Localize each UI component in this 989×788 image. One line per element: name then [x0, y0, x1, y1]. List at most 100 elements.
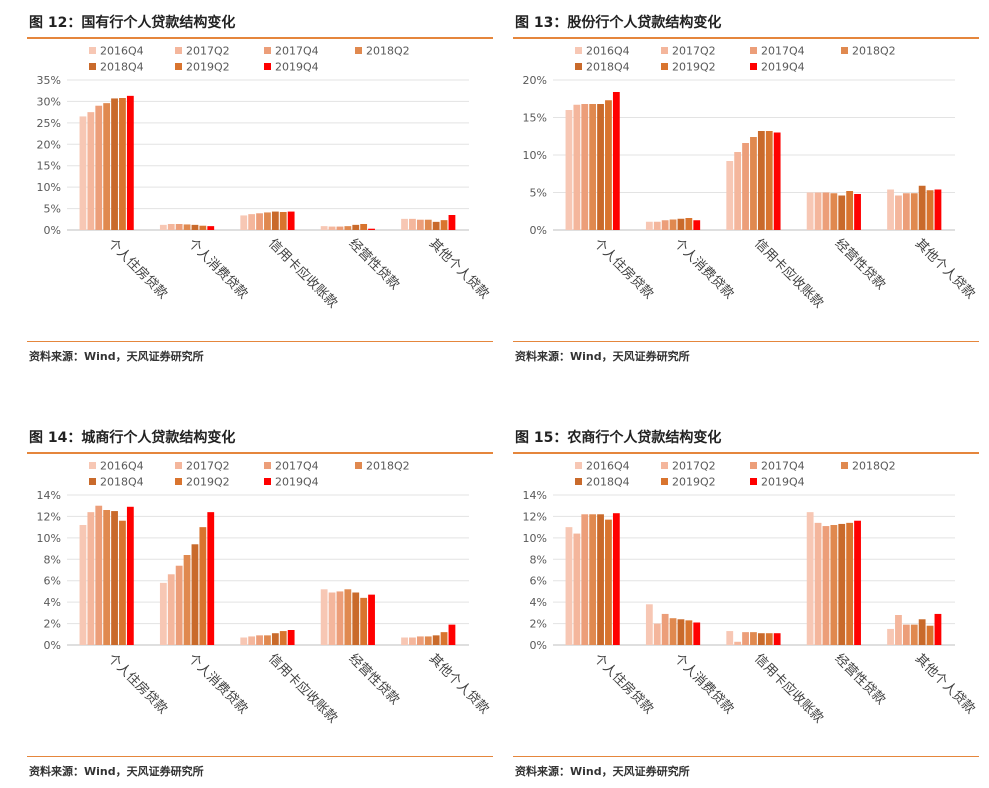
bar [79, 525, 87, 645]
legend-label: 2018Q2 [852, 45, 896, 58]
bar [838, 523, 846, 645]
source-divider [27, 756, 493, 757]
bar [814, 522, 822, 645]
bar [918, 619, 926, 645]
chart-panel-figure-13: 图 13：股份行个人贷款结构变化 0% 5% 10% 15% 20% 2016Q4 2017… [513, 8, 979, 368]
bar [95, 505, 103, 645]
y-tick-label: 4% [530, 596, 547, 609]
bar [830, 525, 838, 645]
y-tick-label: 15% [523, 112, 547, 125]
bar [910, 193, 918, 230]
bar [368, 228, 375, 230]
bar [79, 116, 87, 230]
bar [271, 633, 279, 645]
x-tick-label: 个人消费贷款 [185, 651, 251, 717]
bar [589, 104, 597, 230]
legend-label: 2016Q4 [586, 460, 630, 473]
bar [605, 100, 612, 230]
legend-swatch [264, 47, 271, 54]
bar [645, 604, 653, 645]
bar [287, 211, 295, 230]
bar [838, 195, 846, 230]
bar [183, 555, 191, 645]
bar [934, 613, 942, 645]
y-tick-label: 4% [44, 596, 61, 609]
chart-title: 图 14：城商行个人贷款结构变化 [29, 430, 236, 446]
bar [87, 512, 95, 645]
legend-label: 2019Q4 [275, 476, 319, 489]
legend-label: 2017Q4 [275, 460, 319, 473]
legend-swatch [661, 47, 668, 54]
bar [773, 132, 781, 230]
bar [440, 220, 448, 230]
bar [240, 637, 248, 645]
bar [432, 635, 440, 645]
legend-label: 2017Q4 [761, 45, 805, 58]
bar [448, 215, 456, 230]
x-tick-label: 经营性贷款 [832, 651, 889, 708]
legend-swatch [750, 478, 757, 485]
bar [240, 215, 248, 230]
legend-swatch [575, 478, 582, 485]
bar [424, 219, 432, 230]
y-tick-label: 0% [530, 639, 547, 652]
bar [822, 526, 830, 645]
bar [409, 218, 416, 230]
bar [565, 110, 573, 230]
bar [256, 635, 263, 645]
bar [605, 519, 612, 645]
bar [573, 533, 581, 645]
bar [902, 624, 910, 645]
chart-source: 资料来源：Wind，天风证券研究所 [515, 765, 690, 778]
x-tick-label: 信用卡应收账款 [265, 651, 341, 727]
bar [926, 190, 934, 230]
legend-label: 2016Q4 [100, 460, 144, 473]
legend-swatch [661, 462, 668, 469]
legend-swatch [89, 478, 96, 485]
bar [287, 630, 295, 645]
y-tick-label: 6% [44, 575, 61, 588]
bar [734, 152, 742, 230]
legend-swatch [89, 462, 96, 469]
x-tick-label: 其他个人贷款 [912, 236, 978, 302]
bar [320, 589, 328, 645]
bar [887, 628, 894, 645]
bar [854, 520, 861, 645]
source-divider [513, 341, 979, 342]
bar [854, 194, 861, 230]
y-tick-label: 35% [37, 74, 61, 87]
bar [119, 98, 126, 230]
bar [597, 514, 604, 645]
legend-swatch [175, 478, 182, 485]
bar [448, 624, 456, 645]
bar [806, 512, 814, 645]
bar [926, 625, 934, 645]
bar-chart-figure-13: 0% 5% 10% 15% 20% 2016Q4 2017Q2 2017Q4 2018Q2 201… [523, 45, 978, 312]
bar [159, 224, 167, 230]
legend-swatch [575, 63, 582, 70]
bar [677, 218, 685, 230]
x-tick-label: 个人住房贷款 [590, 236, 656, 302]
bar [264, 212, 271, 230]
bar [581, 104, 589, 230]
bar [765, 633, 773, 645]
y-tick-label: 0% [44, 224, 61, 237]
legend-label: 2018Q2 [366, 45, 410, 58]
bar [401, 637, 408, 645]
bar [344, 589, 352, 645]
y-tick-label: 20% [37, 138, 61, 151]
bar [757, 131, 765, 230]
legend-label: 2018Q2 [366, 460, 410, 473]
bar [669, 618, 677, 645]
bar [822, 192, 830, 230]
bar [612, 513, 620, 645]
legend-swatch [750, 47, 757, 54]
bar [653, 221, 661, 230]
bar-chart-figure-14: 0% 2% 4% 6% 8% 10% 12% 14% 2016Q4 2017Q2 2017Q4 201… [37, 460, 492, 727]
bar [895, 195, 902, 230]
legend-swatch [264, 63, 271, 70]
bar [207, 226, 215, 230]
bar [806, 192, 814, 230]
legend-swatch [264, 462, 271, 469]
bar-chart-figure-15: 0% 2% 4% 6% 8% 10% 12% 14% 2016Q4 2017Q2 2017Q4 201… [523, 460, 978, 727]
